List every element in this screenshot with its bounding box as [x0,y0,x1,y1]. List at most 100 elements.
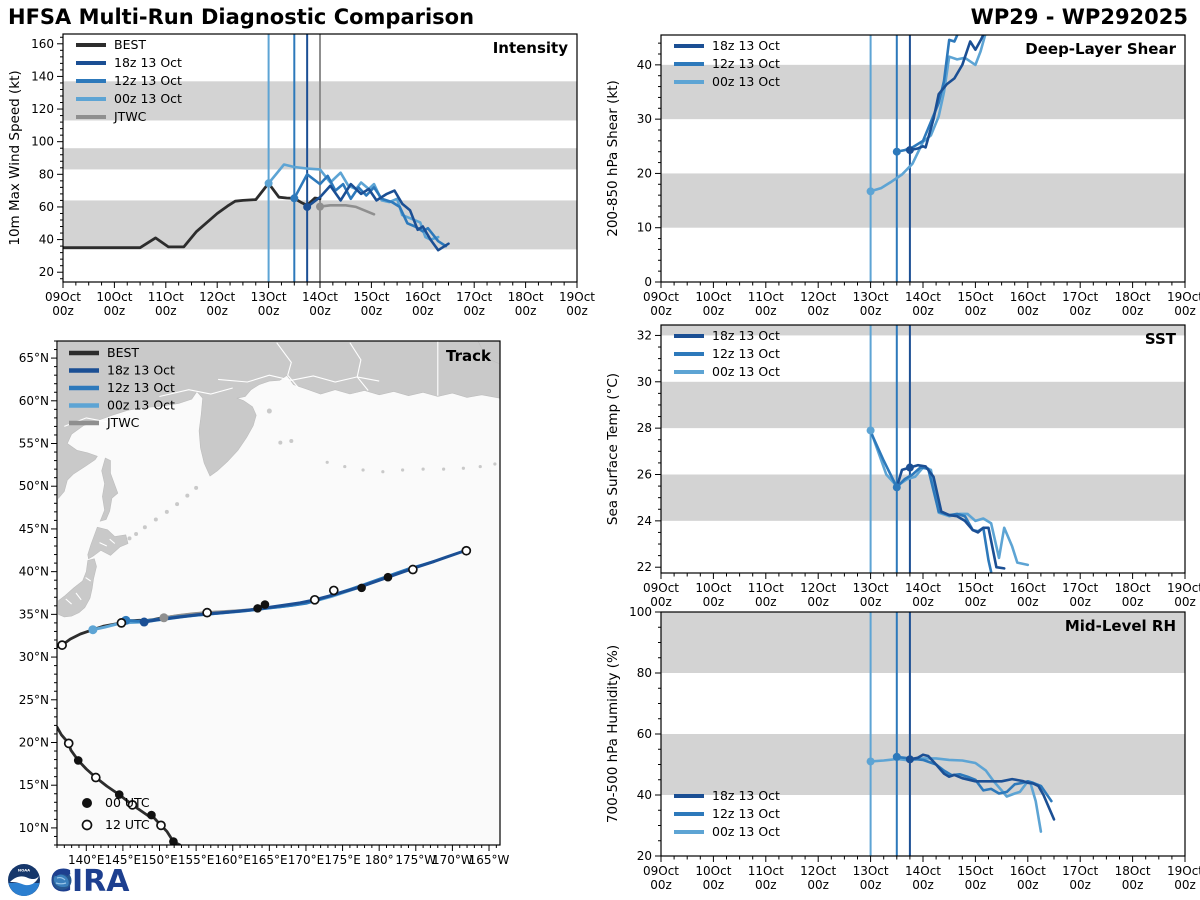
page-title: HFSA Multi-Run Diagnostic Comparison [8,5,475,29]
svg-text:18Oct: 18Oct [508,290,544,304]
svg-text:00z: 00z [1174,878,1196,892]
svg-text:09Oct: 09Oct [643,864,679,878]
svg-text:12 UTC: 12 UTC [105,817,150,832]
svg-text:00z 13 Oct: 00z 13 Oct [712,74,780,89]
svg-text:12z 13 Oct: 12z 13 Oct [712,806,780,821]
svg-text:00z: 00z [309,304,331,318]
svg-text:14Oct: 14Oct [302,290,338,304]
svg-text:10Oct: 10Oct [695,864,731,878]
svg-text:16Oct: 16Oct [1010,581,1046,595]
map-frame [56,340,501,846]
svg-text:00z: 00z [1122,878,1144,892]
svg-text:145°E: 145°E [105,853,142,867]
rh-series [866,752,1056,833]
svg-text:00z: 00z [1017,595,1039,608]
svg-text:11Oct: 11Oct [748,581,784,595]
svg-text:00z: 00z [703,878,725,892]
svg-text:12Oct: 12Oct [800,581,836,595]
svg-text:19Oct: 19Oct [559,290,595,304]
track-map-panel: 140°E 145°E 150°E 155°E 160°E 165°E 170°E 175°E… [0,330,600,878]
intensity-chart: 09Oct00z10Oct00z11Oct00z12Oct00z13Oct00z… [7,33,595,318]
svg-text:200-850 hPa Shear (kt): 200-850 hPa Shear (kt) [605,80,621,237]
svg-text:140: 140 [31,69,54,83]
svg-text:10Oct: 10Oct [695,290,731,304]
svg-text:00z: 00z [412,304,434,318]
sst-series [866,426,1030,573]
svg-text:19Oct: 19Oct [1167,581,1200,595]
svg-text:00z 13 Oct: 00z 13 Oct [712,824,780,839]
svg-text:09Oct: 09Oct [643,581,679,595]
svg-text:28: 28 [637,421,652,435]
svg-text:00z: 00z [566,304,588,318]
svg-text:00z: 00z [860,595,882,608]
svg-text:180°: 180° [365,853,394,867]
svg-text:32: 32 [637,328,652,342]
rh-axis-ticks: 09Oct00z10Oct00z11Oct00z12Oct00z13Oct00z… [629,606,1200,892]
svg-text:00z: 00z [755,595,777,608]
sst-panel-label: SST [1145,330,1177,348]
svg-text:30: 30 [637,112,652,126]
svg-text:0: 0 [644,275,652,289]
svg-text:12Oct: 12Oct [800,290,836,304]
svg-text:11Oct: 11Oct [748,864,784,878]
svg-text:13Oct: 13Oct [251,290,287,304]
svg-text:00z: 00z [912,878,934,892]
svg-text:00 UTC: 00 UTC [105,795,150,810]
svg-text:BEST: BEST [114,37,146,52]
svg-text:16Oct: 16Oct [405,290,441,304]
svg-text:17Oct: 17Oct [1062,581,1098,595]
svg-text:00z: 00z [912,595,934,608]
svg-text:17Oct: 17Oct [1062,290,1098,304]
rh-chart: 09Oct00z10Oct00z11Oct00z12Oct00z13Oct00z… [605,606,1200,892]
svg-text:00z 13 Oct: 00z 13 Oct [712,364,780,379]
svg-text:11Oct: 11Oct [148,290,184,304]
svg-text:00z: 00z [860,878,882,892]
svg-text:00z: 00z [650,304,672,318]
svg-text:170°W: 170°W [432,853,473,867]
svg-text:40°N: 40°N [19,565,49,579]
sst-legend: 18z 13 Oct 12z 13 Oct 00z 13 Oct [674,328,780,379]
svg-text:14Oct: 14Oct [905,581,941,595]
svg-text:Sea Surface Temp (°C): Sea Surface Temp (°C) [605,373,621,525]
svg-text:20: 20 [637,166,652,180]
svg-text:00z: 00z [155,304,177,318]
svg-text:13Oct: 13Oct [853,581,889,595]
svg-text:10m Max Wind Speed (kt): 10m Max Wind Speed (kt) [7,70,23,245]
svg-text:18Oct: 18Oct [1115,581,1151,595]
svg-text:Mid-Level RH: Mid-Level RH [1065,617,1176,635]
svg-text:18z 13 Oct: 18z 13 Oct [712,788,780,803]
svg-text:10Oct: 10Oct [96,290,132,304]
svg-text:40: 40 [637,58,652,72]
svg-text:BEST: BEST [107,345,139,360]
svg-text:20: 20 [39,265,54,279]
svg-text:25°N: 25°N [19,693,49,707]
svg-text:00z: 00z [703,304,725,318]
svg-text:00z: 00z [912,304,934,318]
svg-text:20: 20 [637,849,652,863]
svg-text:00z: 00z [965,878,987,892]
storm-tracks [57,545,472,845]
svg-text:00z: 00z [1017,878,1039,892]
svg-text:00z: 00z [104,304,126,318]
svg-text:12z 13 Oct: 12z 13 Oct [712,346,780,361]
shear-category-bands [661,64,1185,228]
shear-init-time-vlines [869,35,911,282]
svg-text:10Oct: 10Oct [695,581,731,595]
svg-text:00z: 00z [807,304,829,318]
svg-text:80: 80 [637,666,652,680]
sst-chart: 09Oct00z10Oct00z11Oct00z12Oct00z13Oct00z… [605,324,1200,608]
svg-text:00z: 00z [52,304,74,318]
svg-text:19Oct: 19Oct [1167,290,1200,304]
svg-text:SST: SST [1145,330,1177,348]
svg-text:00z: 00z [807,595,829,608]
svg-text:00z: 00z [755,304,777,318]
svg-text:00z: 00z [1122,304,1144,318]
svg-text:09Oct: 09Oct [45,290,81,304]
svg-text:45°N: 45°N [19,522,49,536]
svg-text:12Oct: 12Oct [199,290,235,304]
svg-text:12z 13 Oct: 12z 13 Oct [712,56,780,71]
svg-text:00z: 00z [463,304,485,318]
rh-panel-label: Mid-Level RH [1065,617,1176,635]
rh-init-time-vlines [869,612,911,856]
footer-logos: NOAA CIRA [6,861,168,899]
